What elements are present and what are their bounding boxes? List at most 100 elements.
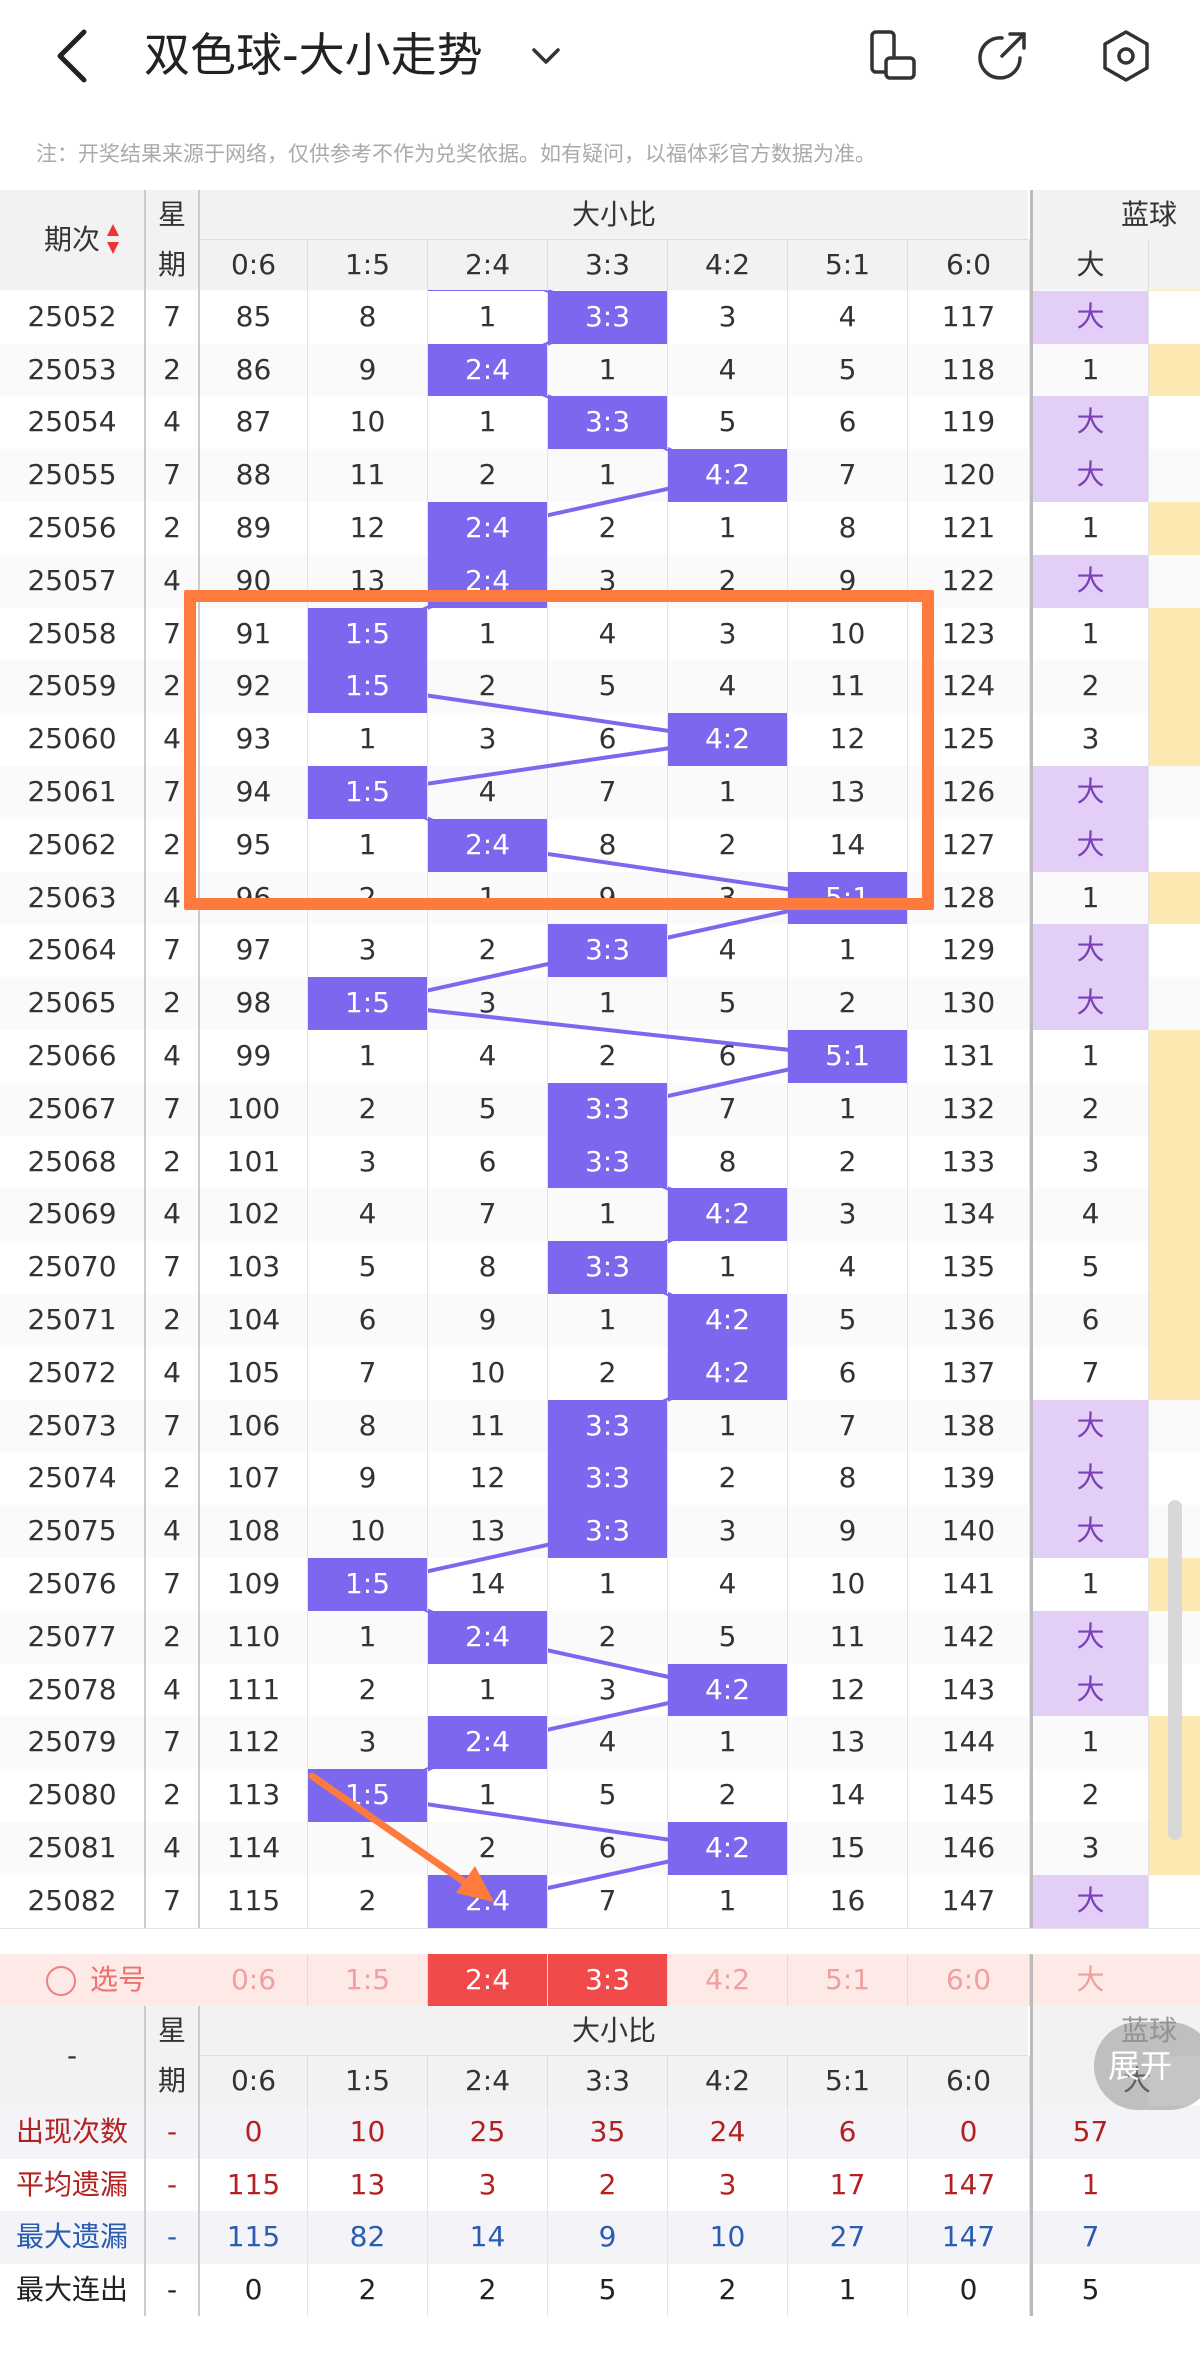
hit-cell: 2:4 — [428, 502, 548, 555]
omission-cell: 14 — [428, 1558, 548, 1611]
omission-cell: 3 — [548, 554, 668, 608]
period-cell: 25053 — [0, 343, 144, 397]
period-header[interactable]: 期次 — [0, 190, 144, 290]
omission-cell: 141 — [908, 1558, 1030, 1611]
omission-cell: 4 — [668, 343, 788, 397]
omission-cell: 6 — [548, 713, 668, 766]
period-cell: 25067 — [0, 1082, 144, 1136]
omission-cell: 142 — [908, 1610, 1030, 1664]
omission-cell: 128 — [908, 871, 1030, 925]
select-option[interactable]: 0:6 — [200, 1954, 308, 2006]
select-blue-option[interactable]: 大 — [1030, 1954, 1148, 2006]
hit-cell: 4:2 — [668, 1294, 788, 1347]
page-title[interactable]: 双色球-大小走势 — [144, 28, 483, 82]
blue-big-cell: 1 — [1030, 343, 1148, 397]
period-cell: 25068 — [0, 1135, 144, 1189]
blue-small-cell — [1148, 924, 1200, 978]
stats-value: 82 — [308, 2211, 428, 2264]
period-cell: 25080 — [0, 1769, 144, 1822]
select-option-selected[interactable]: 2:4 — [428, 1954, 548, 2006]
select-option[interactable]: 4:2 — [668, 1954, 788, 2006]
stats-blue-value: 5 — [1030, 2263, 1148, 2317]
blue-big-cell: 大 — [1030, 1610, 1148, 1664]
period-cell: 25074 — [0, 1452, 144, 1506]
omission-cell: 8 — [308, 290, 428, 344]
stats-value: 0 — [200, 2263, 308, 2317]
stats-value: 10 — [308, 2106, 428, 2159]
stats-label: 平均遗漏 — [0, 2158, 144, 2212]
omission-cell: 7 — [548, 766, 668, 819]
omission-cell: 2 — [668, 818, 788, 872]
ratio-column-header: 0:6 — [200, 240, 308, 290]
stats-column-header: 4:2 — [668, 2056, 788, 2106]
stats-value: 0 — [200, 2106, 308, 2159]
omission-cell: 100 — [200, 1082, 308, 1136]
hit-cell: 2:4 — [428, 1716, 548, 1770]
stats-blue-extra — [1148, 2211, 1200, 2264]
stats-blue-extra — [1148, 2158, 1200, 2212]
blue-small-cell — [1148, 396, 1200, 450]
blue-big-cell: 1 — [1030, 607, 1148, 661]
blue-small-cell — [1148, 1188, 1200, 1242]
stats-value: 17 — [788, 2158, 908, 2212]
weekday-cell: 4 — [144, 1030, 200, 1083]
hit-cell: 3:3 — [548, 924, 668, 978]
settings-icon[interactable] — [1098, 28, 1154, 84]
omission-cell: 9 — [788, 554, 908, 608]
omission-cell: 6 — [668, 1030, 788, 1083]
omission-cell: 1 — [428, 871, 548, 925]
expand-button[interactable]: 展开 — [1094, 2022, 1200, 2110]
scrollbar[interactable] — [1168, 1500, 1182, 1840]
blue-big-cell: 2 — [1030, 1082, 1148, 1136]
chevron-down-icon[interactable] — [528, 38, 564, 74]
omission-cell: 104 — [200, 1294, 308, 1347]
stats-blue-extra — [1148, 2106, 1200, 2159]
hit-cell: 1:5 — [308, 660, 428, 714]
blue-small-cell — [1148, 1399, 1200, 1453]
stats-value: 147 — [908, 2158, 1030, 2212]
select-circle-icon[interactable] — [46, 1966, 76, 1996]
weekday-cell: 4 — [144, 713, 200, 766]
select-label[interactable]: 选号 — [90, 1963, 147, 1996]
omission-cell: 12 — [788, 1663, 908, 1717]
select-option[interactable]: 5:1 — [788, 1954, 908, 2006]
omission-cell: 13 — [428, 1505, 548, 1558]
blue-big-cell: 3 — [1030, 1135, 1148, 1189]
period-cell: 25063 — [0, 871, 144, 925]
share-icon[interactable] — [976, 28, 1032, 84]
rotate-screen-icon[interactable] — [864, 28, 920, 84]
omission-cell: 1 — [548, 343, 668, 397]
period-cell: 25061 — [0, 766, 144, 819]
stats-value: 3 — [668, 2158, 788, 2212]
blue-small-cell — [1148, 449, 1200, 502]
weekday-cell: 7 — [144, 766, 200, 819]
blue-big-cell: 大 — [1030, 449, 1148, 502]
blue-big-cell: 5 — [1030, 1241, 1148, 1294]
select-option[interactable]: 6:0 — [908, 1954, 1030, 2006]
stats-weekday-header: 期 — [144, 2056, 200, 2106]
weekday-cell: 2 — [144, 1452, 200, 1506]
omission-cell: 94 — [200, 766, 308, 819]
omission-cell: 143 — [908, 1663, 1030, 1717]
omission-cell: 4 — [308, 1188, 428, 1242]
omission-cell: 1 — [788, 1082, 908, 1136]
blue-small-cell — [1148, 1241, 1200, 1294]
blue-small-header — [1148, 240, 1200, 290]
select-option-selected[interactable]: 3:3 — [548, 1954, 668, 2006]
blue-small-cell — [1148, 1030, 1200, 1083]
period-cell: 25064 — [0, 924, 144, 978]
omission-cell: 140 — [908, 1505, 1030, 1558]
sort-icon[interactable] — [106, 222, 120, 256]
stats-weekday: - — [144, 2263, 200, 2317]
omission-cell: 113 — [200, 1769, 308, 1822]
back-arrow-icon[interactable] — [48, 26, 96, 86]
omission-cell: 2 — [428, 660, 548, 714]
omission-cell: 7 — [308, 1346, 428, 1400]
stats-value: 14 — [428, 2211, 548, 2264]
omission-cell: 109 — [200, 1558, 308, 1611]
omission-cell: 126 — [908, 766, 1030, 819]
stats-value: 147 — [908, 2211, 1030, 2264]
omission-cell: 107 — [200, 1452, 308, 1506]
select-option[interactable]: 1:5 — [308, 1954, 428, 2006]
ratio-column-header: 4:2 — [668, 240, 788, 290]
